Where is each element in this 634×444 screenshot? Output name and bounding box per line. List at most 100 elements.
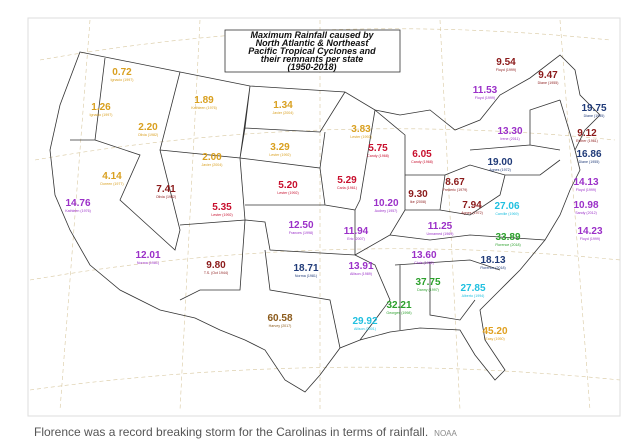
rainfall-value: 27.06 (494, 201, 519, 212)
rainfall-value: 3.29 (270, 142, 290, 153)
rainfall-value: 7.41 (156, 184, 176, 195)
storm-name: Sandy (2012) (575, 211, 597, 215)
storm-name: Georges (1998) (386, 311, 411, 315)
rainfall-value: 0.72 (112, 67, 132, 78)
rainfall-value: 5.35 (212, 202, 232, 213)
credit: NOAA (434, 429, 457, 438)
storm-name: Olivia (1982) (156, 195, 176, 199)
caption-text: Florence was a record breaking storm for… (34, 425, 429, 439)
rainfall-value: 9.54 (496, 57, 516, 68)
rainfall-value: 16.86 (576, 149, 601, 160)
storm-name: Agnes (1972) (461, 211, 483, 215)
storm-name: Norma (1981) (137, 261, 159, 265)
rainfall-value: 18.13 (480, 255, 505, 266)
storm-name: Esther (1961) (576, 139, 598, 143)
storm-name: T.S. (Oct 1944) (204, 271, 228, 275)
storm-name: Alberto (1994) (462, 294, 485, 298)
rainfall-value: 18.71 (293, 263, 318, 274)
rainfall-value: 9.12 (577, 128, 597, 139)
rainfall-value: 1.26 (91, 102, 111, 113)
rainfall-value: 10.20 (373, 198, 398, 209)
rainfall-value: 60.58 (267, 313, 292, 324)
storm-name: Easy (1950) (485, 337, 504, 341)
storm-name: Candy (1968) (367, 154, 389, 158)
storm-name: Floyd (1999) (580, 237, 600, 241)
storm-name: Floyd (1999) (475, 96, 495, 100)
storm-name: Olivia (1982) (138, 133, 158, 137)
storm-name: Danny (1997) (417, 288, 439, 292)
storm-name: Allison (1989) (350, 272, 372, 276)
storm-name: Ignacio (1997) (111, 78, 134, 82)
storm-name: Kathleen (1976) (191, 106, 217, 110)
rainfall-value: 13.91 (348, 261, 373, 272)
rainfall-value: 12.01 (135, 250, 160, 261)
storm-name: Kathleen (1976) (65, 209, 91, 213)
rainfall-value: 13.60 (411, 250, 436, 261)
rainfall-value: 13.30 (497, 126, 522, 137)
graticule (29, 19, 621, 411)
rainfall-value: 14.76 (65, 198, 90, 209)
storm-name: Diane (1955) (538, 81, 559, 85)
title-line: North Atlantic & Northeast (256, 38, 370, 48)
storm-name: Doreen (1977) (100, 182, 123, 186)
storm-name: Lester (1992) (211, 213, 232, 217)
rainfall-value: 37.75 (415, 277, 440, 288)
storm-name: Audrey (1957) (375, 209, 398, 213)
rainfall-value: 5.20 (278, 180, 298, 191)
storm-name: Carla (1961) (337, 186, 357, 190)
storm-name: Florence (2018) (495, 243, 520, 247)
rainfall-value: 45.20 (482, 326, 507, 337)
rainfall-value: 5.29 (337, 175, 357, 186)
storm-name: Lester (1992) (350, 135, 371, 139)
storm-name: Floyd (1999) (576, 188, 596, 192)
rainfall-value: 29.92 (352, 316, 377, 327)
title-line: their remnants per state (261, 54, 364, 64)
caption: Florence was a record breaking storm for… (34, 425, 457, 439)
storm-name: Diane (1955) (579, 160, 600, 164)
title-line: Maximum Rainfall caused by (250, 30, 374, 40)
rainfall-value: 11.94 (344, 226, 369, 237)
rainfall-value: 8.67 (445, 177, 465, 188)
title-box (224, 29, 401, 73)
storm-name: Lester (1992) (277, 191, 298, 195)
map-frame (27, 17, 621, 417)
storm-name: Harvey (2017) (269, 324, 292, 328)
storm-name: Ike (2008) (410, 200, 426, 204)
storm-name: Javier (2004) (273, 111, 294, 115)
rainfall-value: 12.50 (288, 220, 313, 231)
storm-name: Diane (1955) (584, 114, 605, 118)
rainfall-value: 19.75 (581, 103, 606, 114)
rainfall-value: 14.23 (577, 226, 602, 237)
title-line: (1950-2018) (287, 62, 336, 72)
rainfall-value: 19.00 (487, 157, 512, 168)
rainfall-value: 1.34 (273, 100, 293, 111)
rainfall-value: 14.13 (573, 177, 598, 188)
rainfall-value: 2.20 (138, 122, 158, 133)
storm-name: Norma (1981) (295, 274, 317, 278)
rainfall-value: 6.05 (412, 149, 432, 160)
storm-name: Florence (2018) (480, 266, 505, 270)
storm-name: Candy (1968) (411, 160, 433, 164)
rainfall-value: 2.00 (202, 152, 222, 163)
rainfall-value: 11.25 (428, 221, 453, 232)
rainfall-value: 7.94 (462, 200, 482, 211)
storm-name: Lester (1992) (269, 153, 290, 157)
storm-name: Irene (2011) (500, 137, 519, 141)
storm-name: Javier (2004) (202, 163, 223, 167)
rainfall-value: 4.14 (102, 171, 122, 182)
storm-name: Floyd (1999) (496, 68, 516, 72)
storm-name: Allison (2001) (354, 327, 376, 331)
rainfall-value: 3.83 (351, 124, 371, 135)
storm-name: Chris (1982) (414, 261, 434, 265)
rainfall-value: 9.47 (538, 70, 558, 81)
storm-name: Frances (1998) (289, 231, 313, 235)
state-borders (49, 51, 601, 393)
rainfall-value: 5.75 (368, 143, 388, 154)
rainfall-value: 9.80 (206, 260, 226, 271)
storm-name: Frederic (1979) (443, 188, 468, 192)
storm-name: Camille (1969) (495, 212, 518, 216)
